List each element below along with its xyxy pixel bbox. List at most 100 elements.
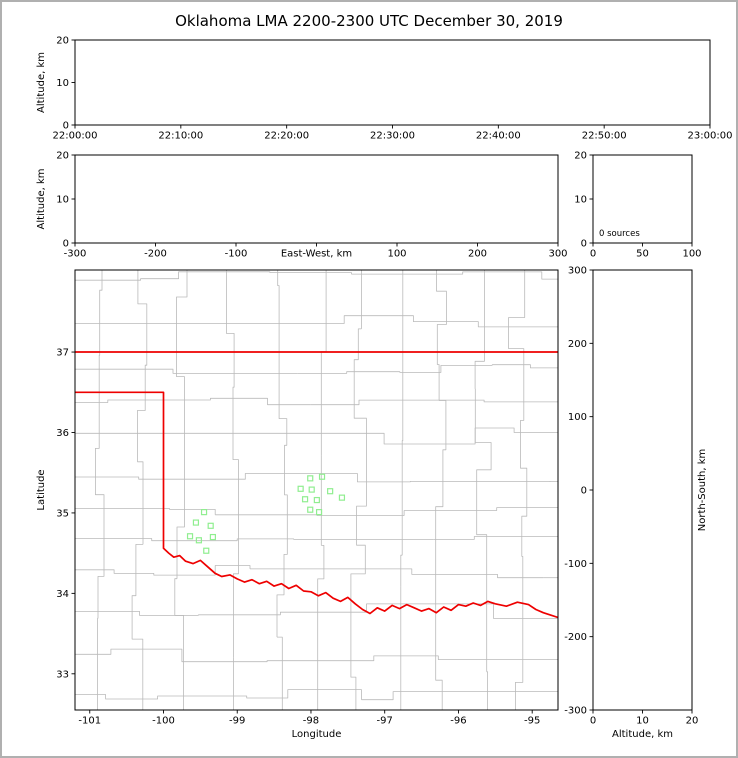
county-line — [75, 565, 251, 576]
county-line — [474, 360, 485, 389]
county-line — [404, 507, 558, 511]
lma-station-marker — [207, 522, 214, 529]
y-tick-label: 10 — [56, 78, 69, 89]
county-line — [75, 397, 311, 406]
county-line — [401, 270, 404, 556]
county-line — [492, 364, 558, 369]
x-axis-label: Longitude — [292, 729, 342, 740]
y-tick-label: 37 — [56, 348, 69, 359]
y-tick-label: 20 — [574, 151, 587, 162]
x-tick-label: 22:30:00 — [370, 131, 415, 142]
x-tick-label: 22:10:00 — [158, 131, 203, 142]
lma-station-marker — [186, 533, 194, 540]
y-axis-label: Altitude, km — [36, 169, 47, 230]
county-line — [486, 671, 489, 710]
county-line — [136, 270, 148, 462]
county-line — [75, 648, 558, 663]
x-tick-label: -95 — [524, 716, 540, 727]
x-tick-label: 100 — [682, 249, 701, 260]
lma-station-marker — [203, 547, 210, 554]
county-line — [320, 270, 327, 456]
county-line — [350, 328, 367, 710]
x-tick-label: -98 — [303, 716, 319, 727]
y-tick-label: 20 — [56, 151, 69, 162]
lma-station-marker — [307, 506, 314, 513]
county-line — [277, 636, 283, 710]
map-content — [75, 270, 558, 710]
lma-station-marker — [318, 473, 326, 480]
lma-station-marker — [195, 537, 202, 544]
county-line — [361, 691, 558, 701]
plot-title: Oklahoma LMA 2200-2300 UTC December 30, … — [175, 12, 563, 30]
x-tick-label: -100 — [152, 716, 175, 727]
county-line — [75, 271, 352, 281]
x-axis-label: Altitude, km — [612, 729, 673, 740]
y-axis-label: Altitude, km — [36, 52, 47, 113]
county-line — [75, 473, 558, 483]
county-line — [399, 364, 493, 373]
lma-station-marker — [200, 509, 208, 516]
county-line — [276, 270, 288, 638]
x-tick-label: 200 — [468, 249, 487, 260]
x-axis-label: East-West, km — [281, 249, 352, 260]
county-line — [198, 603, 462, 616]
x-tick-label: 50 — [636, 249, 649, 260]
x-tick-label: 22:20:00 — [264, 131, 309, 142]
histogram-annotation: 0 sources — [599, 229, 640, 239]
y-tick-label: 36 — [56, 428, 69, 439]
x-tick-label: -97 — [377, 716, 393, 727]
lma-station-marker — [297, 485, 304, 492]
x-tick-label: 23:00:00 — [688, 131, 733, 142]
county-line — [95, 270, 105, 710]
lma-station-marker — [209, 533, 216, 541]
county-line — [176, 270, 188, 579]
county-line — [400, 554, 403, 587]
x-tick-label: 0 — [590, 249, 596, 260]
county-line — [75, 368, 298, 374]
county-line — [351, 271, 510, 275]
county-line — [225, 270, 239, 658]
county-line — [75, 611, 199, 616]
y-tick-label: 33 — [56, 669, 69, 680]
county-line — [508, 270, 528, 710]
panel-histogram: 0 50 100 0 10 20 0 sources — [574, 151, 701, 260]
county-line — [250, 568, 544, 579]
lma-station-marker — [307, 475, 314, 482]
x-tick-label: 0 — [590, 716, 596, 727]
lma-station-marker — [192, 519, 200, 526]
y-tick-label: 200 — [568, 339, 587, 350]
panel-ew-height: -300 -200 -100 100 200 300 0 10 20 Altitude, km Ea… — [36, 151, 568, 260]
county-line — [310, 399, 558, 406]
county-line — [75, 538, 434, 542]
y-tick-label: 35 — [56, 508, 69, 519]
x-tick-label: 20 — [686, 716, 699, 727]
county-line — [474, 388, 492, 672]
county-line — [297, 371, 401, 374]
x-tick-label: -96 — [450, 716, 466, 727]
county-line — [433, 536, 558, 540]
lma-station-marker — [308, 486, 315, 493]
y-tick-label: -100 — [564, 559, 587, 570]
x-tick-label: 300 — [548, 249, 567, 260]
y-axis-label: Latitude — [36, 469, 47, 510]
x-tick-label: -101 — [78, 716, 101, 727]
panel-ns-height: 0 10 20 -300 -200 -100 0 100 200 300 Altitude, km N… — [564, 266, 708, 741]
lma-station-marker — [327, 488, 334, 495]
x-tick-label: -99 — [229, 716, 245, 727]
lma-station-marker — [315, 509, 323, 516]
lma-station-marker — [301, 496, 309, 503]
lma-station-marker — [338, 494, 346, 501]
y-tick-label: 0 — [581, 239, 587, 250]
y-tick-label: 10 — [56, 195, 69, 206]
x-tick-label: -300 — [64, 249, 87, 260]
county-line — [75, 427, 558, 445]
x-tick-label: 100 — [387, 249, 406, 260]
panel-time-height: 22:00:00 22:10:00 22:20:00 22:30:00 22:40:00… — [36, 36, 732, 142]
county-line — [435, 270, 447, 710]
county-line — [137, 461, 144, 545]
county-line — [215, 514, 318, 516]
county-line — [75, 315, 558, 328]
x-tick-label: 10 — [636, 716, 649, 727]
